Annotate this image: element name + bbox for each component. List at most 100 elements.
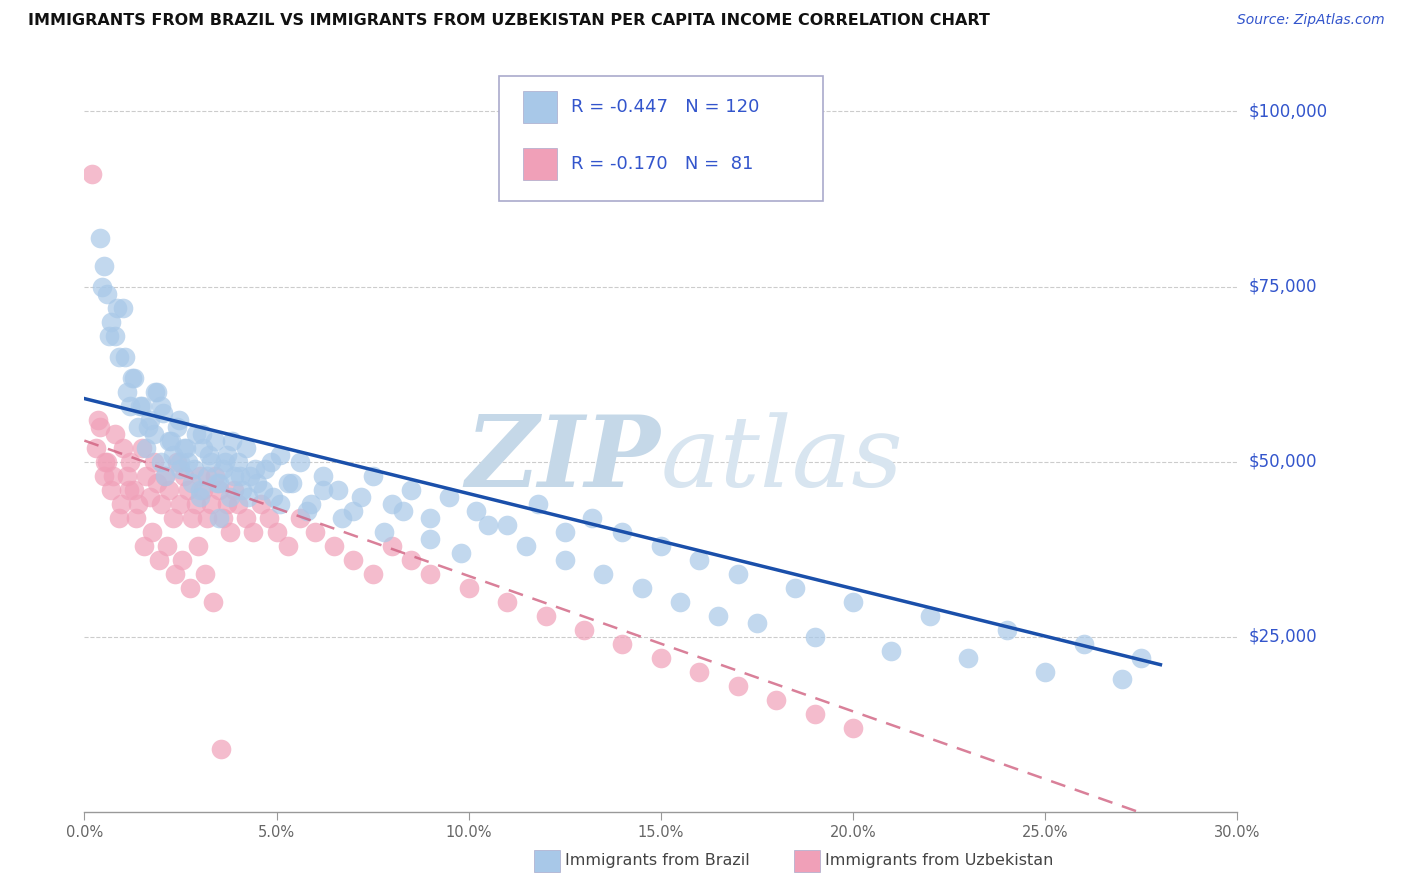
Point <box>277 475 299 490</box>
Point <box>160 434 183 448</box>
Point <box>803 706 825 721</box>
Point <box>208 510 231 524</box>
Point <box>162 448 184 462</box>
Point <box>239 468 262 483</box>
Point <box>87 412 110 426</box>
Point <box>89 230 111 244</box>
Point <box>311 483 333 497</box>
Point <box>288 510 311 524</box>
Text: $50,000: $50,000 <box>1249 452 1317 471</box>
Point <box>527 497 550 511</box>
Text: $100,000: $100,000 <box>1249 103 1327 120</box>
Point <box>215 497 238 511</box>
Point <box>688 552 710 566</box>
Point <box>204 434 226 448</box>
Point <box>304 524 326 539</box>
Point <box>146 475 169 490</box>
Point <box>219 524 242 539</box>
Text: R = -0.170   N =  81: R = -0.170 N = 81 <box>571 155 754 173</box>
Text: Source: ZipAtlas.com: Source: ZipAtlas.com <box>1237 13 1385 28</box>
Point <box>581 510 603 524</box>
Point <box>727 566 749 581</box>
Point <box>127 419 149 434</box>
Point <box>195 510 218 524</box>
Point <box>141 524 163 539</box>
Point <box>167 412 190 426</box>
Point <box>150 497 173 511</box>
Point <box>350 490 373 504</box>
Point <box>342 503 364 517</box>
Point <box>224 468 246 483</box>
Point <box>115 384 138 399</box>
Point <box>183 461 205 475</box>
Point <box>995 623 1018 637</box>
Point <box>188 468 211 483</box>
Point <box>297 503 319 517</box>
Point <box>181 510 204 524</box>
Point <box>209 741 232 756</box>
Point <box>727 679 749 693</box>
Point <box>96 454 118 468</box>
Point <box>184 497 207 511</box>
Point <box>100 314 122 328</box>
Point <box>135 468 157 483</box>
Point <box>669 594 692 608</box>
Point <box>612 524 634 539</box>
Point <box>103 468 124 483</box>
Point <box>124 483 146 497</box>
Point <box>361 468 384 483</box>
Point <box>419 532 441 546</box>
Point <box>572 623 595 637</box>
Point <box>236 490 259 504</box>
Point <box>1033 665 1056 679</box>
Point <box>219 490 242 504</box>
Point <box>124 370 146 384</box>
Point <box>181 475 204 490</box>
Point <box>745 615 768 630</box>
Point <box>880 643 903 657</box>
Point <box>115 468 138 483</box>
Point <box>281 475 304 490</box>
Point <box>392 503 415 517</box>
Point <box>288 454 311 468</box>
Point <box>172 552 194 566</box>
Point <box>592 566 614 581</box>
Point <box>224 483 246 497</box>
Point <box>311 468 333 483</box>
Point <box>184 426 207 441</box>
Point <box>188 483 211 497</box>
Point <box>477 517 499 532</box>
Point <box>193 483 215 497</box>
Point <box>108 510 131 524</box>
Point <box>554 552 576 566</box>
Point <box>211 461 233 475</box>
Point <box>150 399 173 413</box>
Point <box>262 490 284 504</box>
Point <box>245 461 267 475</box>
Point <box>169 497 191 511</box>
Point <box>142 454 165 468</box>
Point <box>194 566 217 581</box>
Point <box>114 350 136 364</box>
Point <box>136 419 159 434</box>
Point <box>93 468 115 483</box>
Point <box>534 608 557 623</box>
Point <box>208 475 231 490</box>
Text: ZIP: ZIP <box>465 411 661 508</box>
Point <box>111 441 134 455</box>
Point <box>96 286 118 301</box>
Point <box>650 650 672 665</box>
Point <box>177 454 200 468</box>
Point <box>373 524 395 539</box>
Point <box>98 328 121 343</box>
Point <box>145 384 167 399</box>
Point <box>211 510 233 524</box>
Point <box>166 419 188 434</box>
Point <box>361 566 384 581</box>
Text: IMMIGRANTS FROM BRAZIL VS IMMIGRANTS FROM UZBEKISTAN PER CAPITA INCOME CORRELATI: IMMIGRANTS FROM BRAZIL VS IMMIGRANTS FRO… <box>28 13 990 29</box>
Point <box>253 461 276 475</box>
Point <box>152 406 174 420</box>
Point <box>195 468 218 483</box>
Point <box>399 483 422 497</box>
Point <box>157 483 180 497</box>
